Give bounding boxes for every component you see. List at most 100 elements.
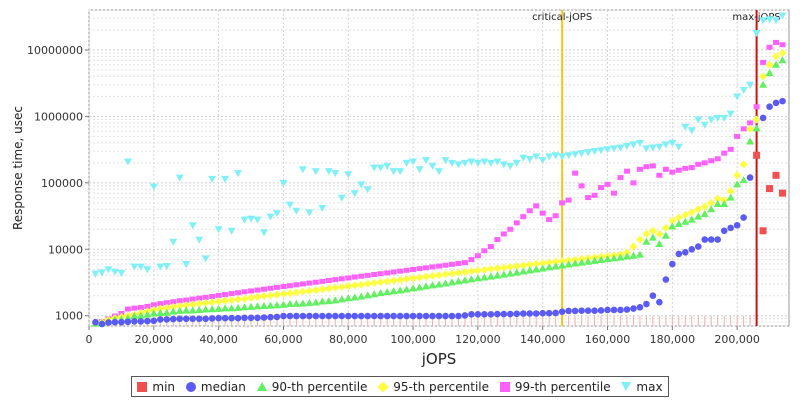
data-point [428,162,437,170]
legend-label: 99-th percentile [514,379,611,394]
data-point [752,115,761,124]
data-point [753,104,760,110]
data-point [714,156,721,162]
data-point [760,59,767,65]
data-point [364,272,371,278]
data-point [630,305,637,312]
data-point [720,114,729,122]
data-point [410,266,417,272]
data-point [149,309,158,317]
data-point [241,314,248,322]
data-point [635,250,644,258]
data-point [687,127,696,135]
data-point [150,317,158,325]
data-point [182,261,191,269]
data-point [163,300,170,306]
data-point [137,318,145,325]
data-point [454,161,463,169]
data-point [747,120,754,126]
data-point [499,270,508,278]
data-point [772,60,781,68]
data-point [202,315,209,323]
data-point [124,306,131,312]
data-point [169,238,178,246]
data-point [481,248,488,254]
data-point [694,243,702,250]
data-point [577,258,586,266]
data-point [324,297,333,305]
data-point [779,189,787,197]
x-tick-label: 100,000 [390,333,436,346]
data-point [661,141,670,149]
legend-label: max [636,379,663,394]
data-point [428,271,437,280]
data-point [739,86,748,94]
data-point [533,203,540,209]
data-point [189,315,197,323]
data-point [499,263,508,272]
data-point [344,312,352,320]
data-point [104,266,113,274]
data-point [493,271,502,279]
data-point [266,291,275,300]
data-point [143,310,152,318]
data-point [759,17,768,25]
data-point [325,312,333,320]
x-tick-label: 200,000 [714,333,760,346]
data-point [169,307,178,315]
data-point [214,226,223,234]
data-point [162,303,171,312]
data-point [396,286,405,294]
data-point [655,240,664,248]
data-point [222,292,229,298]
data-point [584,307,592,314]
data-series [91,12,787,328]
data-point [656,172,663,178]
data-point [306,312,313,320]
data-point [272,210,281,218]
data-point [124,318,132,326]
data-point [118,318,125,326]
data-point [454,268,463,277]
data-point [234,303,243,311]
data-point [564,260,573,268]
data-point [409,274,418,283]
data-point [402,159,411,167]
data-point [201,305,210,313]
data-point [182,301,191,310]
data-point [447,269,456,278]
data-point [630,180,637,186]
data-point [682,165,689,171]
data-point [227,296,236,305]
data-point [305,209,314,217]
data-point [235,290,242,296]
data-point [416,266,423,272]
data-point [227,227,236,235]
data-point [675,167,682,173]
data-point [721,150,728,156]
data-point [396,312,404,320]
data-point [662,166,669,172]
data-point [273,313,281,321]
data-point [331,170,340,178]
data-point [564,256,573,265]
data-point [292,299,301,307]
data-point [493,158,502,166]
x-tick-label: 180,000 [650,333,696,346]
data-point [344,171,353,179]
data-point [337,295,346,303]
data-point [558,308,566,315]
data-point [285,289,294,298]
data-point [240,303,249,311]
data-point [739,176,748,184]
data-point [214,304,223,312]
data-point [753,151,761,159]
data-point [397,268,404,274]
data-point [701,236,709,243]
data-point [189,296,196,302]
data-point [687,215,696,223]
data-point [279,300,288,308]
data-point [778,49,787,58]
data-point [175,306,184,314]
data-point [740,126,747,132]
